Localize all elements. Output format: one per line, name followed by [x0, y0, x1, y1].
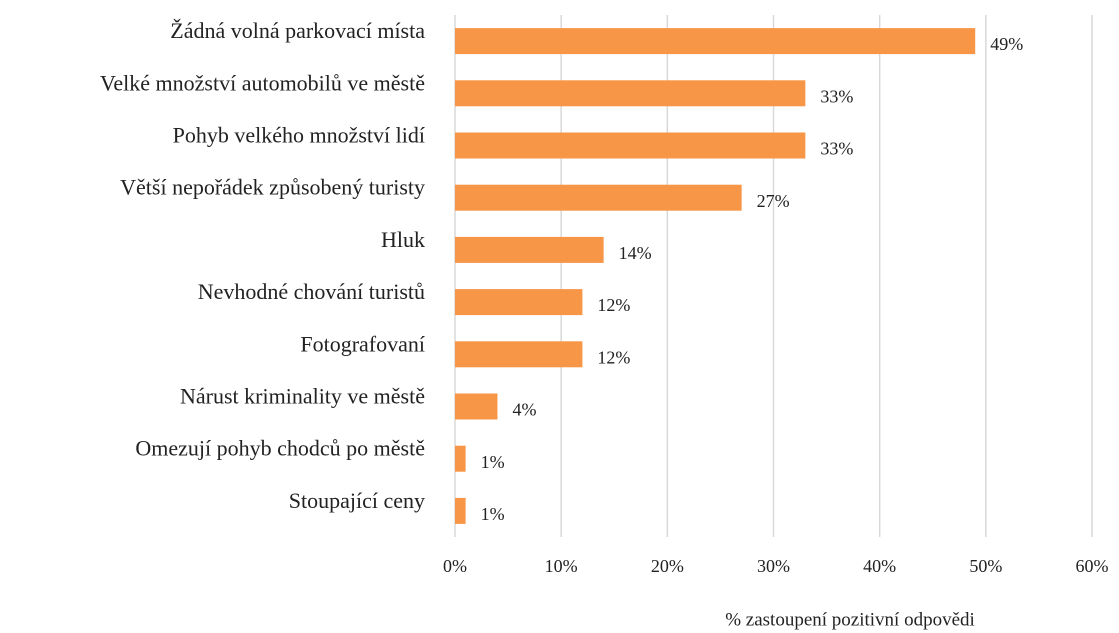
data-label: 1% [481, 504, 505, 524]
data-label: 27% [757, 191, 790, 211]
bar [455, 184, 742, 211]
bar [455, 236, 604, 263]
data-label: 49% [990, 34, 1023, 54]
bar [455, 289, 583, 316]
x-tick-label: 50% [969, 556, 1002, 576]
x-tick-label: 60% [1076, 556, 1109, 576]
data-label: 33% [820, 86, 853, 106]
bar [455, 28, 976, 55]
x-tick-label: 0% [443, 556, 467, 576]
data-label: 12% [597, 295, 630, 315]
bar [455, 393, 498, 420]
data-label: 33% [820, 139, 853, 159]
y-tick-label: Hluk [381, 227, 425, 252]
bar [455, 445, 466, 472]
data-label: 12% [597, 347, 630, 367]
x-axis-title: % zastoupení pozitivní odpovědi [725, 609, 975, 630]
y-tick-label: Omezují pohyb chodců po městě [135, 436, 425, 461]
x-tick-label: 30% [757, 556, 790, 576]
data-label: 4% [512, 400, 536, 420]
bar [455, 80, 806, 107]
bar [455, 341, 583, 368]
data-label: 14% [619, 243, 652, 263]
y-tick-label: Větší nepořádek způsobený turisty [120, 175, 425, 200]
y-tick-label: Fotografovaní [300, 331, 425, 356]
y-tick-label: Nárust kriminality ve městě [180, 384, 425, 409]
y-tick-label: Žádná volná parkovací místa [170, 18, 425, 43]
bar [455, 132, 806, 159]
y-tick-label: Velké množství automobilů ve městě [100, 70, 425, 95]
x-tick-label: 20% [651, 556, 684, 576]
y-tick-label: Pohyb velkého množství lidí [173, 123, 425, 148]
x-tick-label: 10% [545, 556, 578, 576]
data-label: 1% [481, 452, 505, 472]
x-tick-label: 40% [863, 556, 896, 576]
bar [455, 497, 466, 524]
y-tick-label: Nevhodné chování turistů [198, 279, 425, 304]
y-tick-label: Stoupající ceny [289, 488, 425, 513]
